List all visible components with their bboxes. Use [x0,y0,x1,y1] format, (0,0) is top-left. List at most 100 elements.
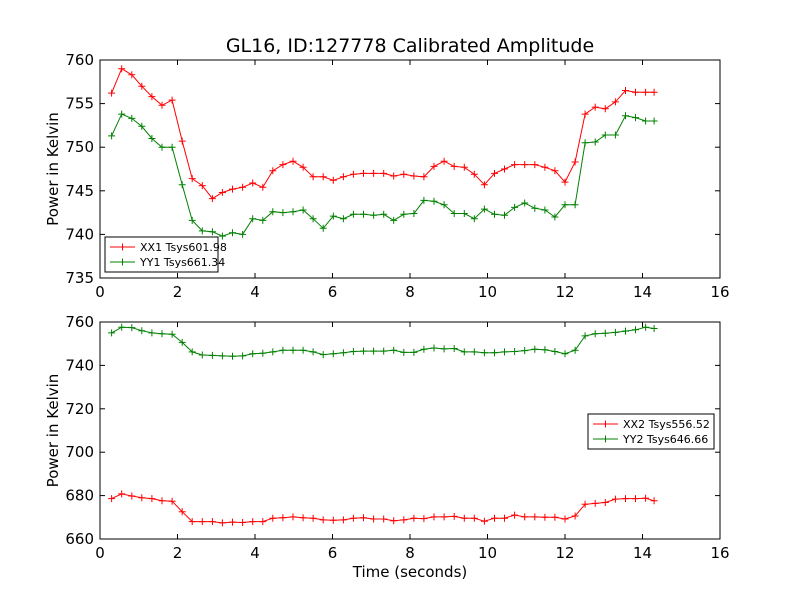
data-point-marker [339,349,347,357]
legend-entry-label: YY2 Tsys646.66 [622,433,708,446]
data-point-marker [289,346,297,354]
x-tick-label: 12 [555,544,574,562]
data-point-marker [480,517,488,525]
data-point-marker [360,514,367,522]
data-point-marker [108,329,116,337]
data-point-marker [551,513,559,521]
data-point-marker [168,143,176,151]
data-point-marker [501,211,508,219]
data-point-marker [400,210,408,218]
chart-title: GL16, ID:127778 Calibrated Amplitude [226,35,594,57]
data-point-marker [249,215,257,223]
x-tick-label: 8 [405,283,415,301]
data-point-marker [138,327,146,335]
data-point-marker [440,513,448,521]
data-point-marker [279,209,287,217]
data-point-marker [299,514,307,522]
data-point-marker [208,195,216,203]
data-point-marker [601,499,609,506]
data-point-marker [158,101,166,109]
x-tick-label: 16 [710,283,729,301]
data-point-marker [339,516,347,524]
data-point-marker [642,117,650,125]
data-point-marker [622,495,629,503]
data-point-marker [561,201,569,209]
data-point-marker [218,189,226,196]
data-point-marker [501,514,508,522]
data-point-marker [551,213,559,221]
y-axis-label: Power in Kelvin [44,374,62,488]
y-tick-label: 755 [65,95,94,113]
data-point-marker [229,352,236,360]
y-tick-label: 750 [65,138,94,156]
data-point-marker [178,137,186,145]
data-point-marker [208,351,216,359]
data-point-marker [410,514,418,522]
data-point-marker [581,332,589,340]
data-point-marker [178,181,186,189]
data-point-marker [430,162,438,170]
y-tick-label: 735 [65,269,94,287]
data-point-marker [622,112,629,120]
data-point-marker [329,350,337,358]
data-point-marker [420,345,428,353]
data-point-marker [521,347,529,355]
data-point-marker [309,215,317,223]
data-point-marker [259,216,267,224]
data-point-marker [158,143,166,151]
legend-entry-label: YY1 Tsys661.34 [139,256,225,269]
data-point-marker [650,117,658,125]
data-point-marker [571,512,579,520]
data-point-marker [390,172,398,180]
data-point-marker [370,211,378,219]
data-point-marker [269,348,277,356]
data-point-marker [601,329,609,337]
data-point-marker [511,203,519,211]
x-tick-label: 0 [95,544,105,562]
x-tick-label: 10 [478,544,497,562]
data-point-marker [400,170,408,178]
x-tick-label: 8 [405,544,415,562]
x-tick-label: 2 [173,283,183,301]
legend-entry-label: XX2 Tsys556.52 [623,418,710,431]
data-point-marker [118,65,126,73]
data-point-marker [480,181,488,189]
y-tick-label: 720 [65,400,94,418]
data-point-marker [611,98,619,106]
data-point-marker [148,93,156,101]
data-point-marker [571,158,579,166]
data-point-marker [319,224,327,232]
x-tick-label: 6 [328,544,338,562]
data-point-marker [208,228,216,236]
data-point-marker [601,131,609,139]
legend-entry-label: XX1 Tsys601.98 [140,241,227,254]
data-point-marker [128,324,136,332]
data-point-marker [349,514,357,522]
data-point-marker [430,344,438,352]
data-point-marker [571,346,579,354]
data-point-marker [642,88,650,96]
data-point-marker [188,216,196,224]
data-point-marker [329,212,337,220]
data-point-marker [319,351,327,359]
data-point-marker [622,327,629,335]
data-point-marker [591,103,599,111]
data-point-marker [450,512,458,520]
data-point-marker [380,347,388,355]
data-point-marker [188,348,196,356]
data-point-marker [339,173,347,181]
data-point-marker [390,216,398,224]
legend-swatch-marker [119,258,126,266]
data-point-marker [491,169,498,177]
data-point-marker [541,163,549,171]
data-point-marker [168,330,176,338]
data-point-marker [591,138,599,146]
data-point-marker [218,232,226,240]
data-point-marker [642,323,650,331]
data-point-marker [591,499,599,507]
data-point-marker [370,515,378,523]
data-point-marker [390,517,398,525]
data-point-marker [329,516,337,524]
data-point-marker [128,114,136,122]
data-point-marker [128,492,136,500]
